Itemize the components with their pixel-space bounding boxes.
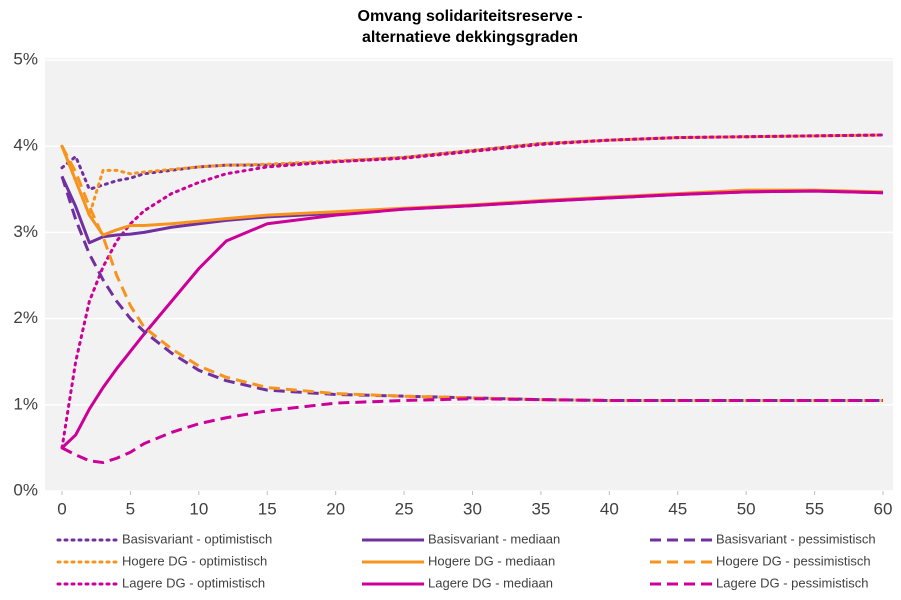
legend-label: Lagere DG - optimistisch: [122, 575, 265, 590]
x-tick-label: 55: [805, 499, 824, 518]
y-tick-label: 1%: [13, 394, 38, 413]
legend-label: Basisvariant - pessimistisch: [716, 531, 876, 546]
x-tick-label: 5: [126, 499, 135, 518]
legend-label: Basisvariant - mediaan: [428, 531, 560, 546]
series-line: [60, 189, 884, 449]
x-tick-label: 20: [326, 499, 345, 518]
x-tick-label: 30: [463, 499, 482, 518]
x-tick-label: 0: [57, 499, 66, 518]
y-tick-label: 4%: [13, 136, 38, 155]
chart-title: Omvang solidariteitsreserve -: [358, 8, 583, 25]
x-tick-label: 50: [737, 499, 756, 518]
y-tick-label: 3%: [13, 222, 38, 241]
chart-title: alternatieve dekkingsgraden: [362, 29, 578, 46]
y-tick-label: 2%: [13, 308, 38, 327]
legend-label: Hogere DG - optimistisch: [122, 553, 267, 568]
legend-label: Lagere DG - pessimistisch: [716, 575, 868, 590]
legend-label: Lagere DG - mediaan: [428, 575, 553, 590]
legend-label: Hogere DG - mediaan: [428, 553, 555, 568]
x-tick-label: 15: [258, 499, 277, 518]
legend-label: Basisvariant - optimistisch: [122, 531, 272, 546]
x-tick-label: 40: [600, 499, 619, 518]
y-tick-label: 0%: [13, 480, 38, 499]
x-tick-label: 45: [668, 499, 687, 518]
series-line: [60, 133, 885, 217]
x-tick-label: 60: [874, 499, 893, 518]
legend-label: Hogere DG - pessimistisch: [716, 553, 871, 568]
series-line: [61, 397, 883, 465]
series-line: [60, 133, 885, 450]
x-tick-label: 10: [189, 499, 208, 518]
x-tick-label: 25: [395, 499, 414, 518]
x-tick-label: 35: [531, 499, 550, 518]
plot-area: [45, 58, 893, 491]
y-tick-label: 5%: [13, 49, 38, 68]
